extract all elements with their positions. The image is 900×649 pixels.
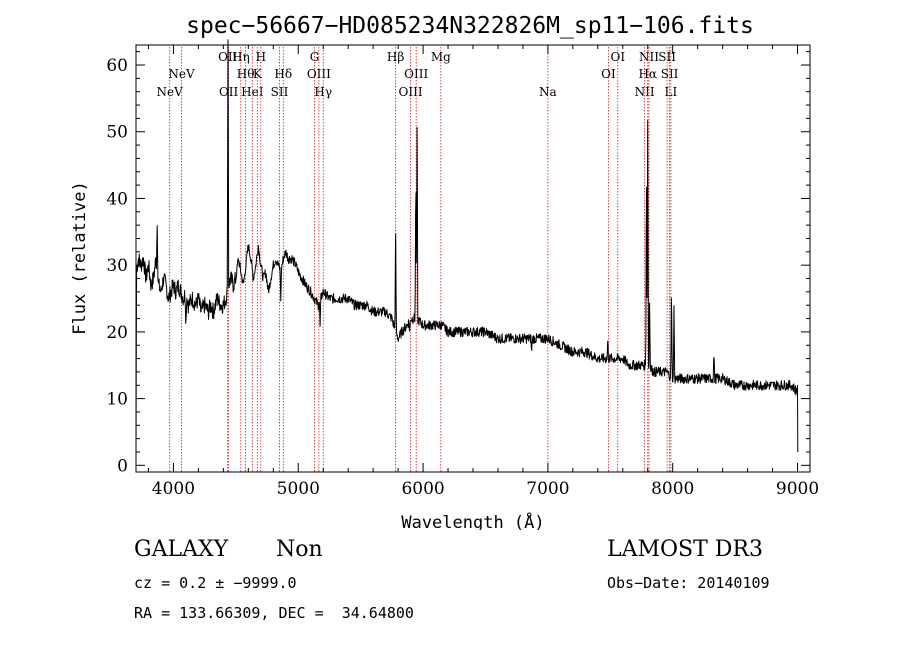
x-tick-label: 7000	[526, 479, 569, 499]
line-label: H	[256, 50, 266, 64]
line-label: SII	[271, 85, 289, 99]
object-subclass: Non	[276, 537, 323, 562]
object-class: GALAXY	[134, 537, 229, 562]
line-label: Hγ	[314, 85, 332, 99]
line-label: NeV	[157, 85, 184, 99]
line-label: Hδ	[274, 67, 292, 81]
line-label: G	[310, 50, 320, 64]
y-tick-label: 40	[106, 189, 128, 209]
spectrum-series	[135, 39, 799, 459]
axis-ticks: 4000 5000 6000 7000 8000 9000 0 10 20 30 40 50 60	[106, 45, 819, 499]
line-label: Hη	[232, 50, 250, 64]
coordinates: RA = 133.66309, DEC = 34.64800	[134, 604, 414, 622]
flux-line	[135, 39, 799, 459]
plot-frame	[135, 44, 811, 473]
line-label: OIII	[404, 67, 428, 81]
x-tick-label: 8000	[651, 479, 694, 499]
line-label: OIII	[399, 85, 423, 99]
x-tick-label: 9000	[776, 479, 819, 499]
x-tick-label: 4000	[152, 479, 195, 499]
x-tick-label: 6000	[401, 479, 444, 499]
y-tick-label: 60	[106, 56, 128, 76]
line-label: SII	[661, 67, 679, 81]
line-label: NII	[639, 50, 659, 64]
y-tick-label: 30	[106, 256, 128, 276]
line-label: OI	[601, 67, 616, 81]
line-label: Mg	[431, 50, 451, 64]
y-tick-label: 10	[106, 390, 128, 410]
y-tick-label: 20	[106, 323, 128, 343]
line-label: SII	[658, 50, 676, 64]
line-label: Na	[539, 85, 557, 99]
x-axis-label: Wavelength (Å)	[401, 511, 544, 530]
spectrum-chart: spec−56667−HD085234N322826M_sp11−106.fit…	[70, 13, 819, 530]
line-label: HeI	[241, 85, 264, 99]
line-label: Hθ	[237, 67, 255, 81]
y-tick-label: 50	[106, 123, 128, 143]
survey-name: LAMOST DR3	[607, 537, 763, 562]
line-label: NeV	[168, 67, 195, 81]
line-label: OI	[610, 50, 625, 64]
y-tick-label: 0	[117, 456, 128, 476]
line-label: Hα	[638, 67, 657, 81]
line-label: NII	[635, 85, 655, 99]
chart-title: spec−56667−HD085234N322826M_sp11−106.fit…	[186, 13, 754, 39]
line-label: K	[253, 67, 263, 81]
obs-date: Obs−Date: 20140109	[607, 574, 770, 592]
x-tick-label: 5000	[277, 479, 320, 499]
line-label: OII	[219, 85, 239, 99]
line-label: OIII	[307, 67, 331, 81]
line-label: Hβ	[387, 50, 404, 64]
redshift-readout: cz = 0.2 ± −9999.0	[134, 574, 297, 592]
line-label: LI	[664, 85, 677, 99]
y-axis-label: Flux (relative)	[70, 181, 90, 335]
line-markers: NeVNeVOIIOIIHηHθHeIHKSIIHδGOIIIHγHβOIIIO…	[157, 47, 679, 472]
